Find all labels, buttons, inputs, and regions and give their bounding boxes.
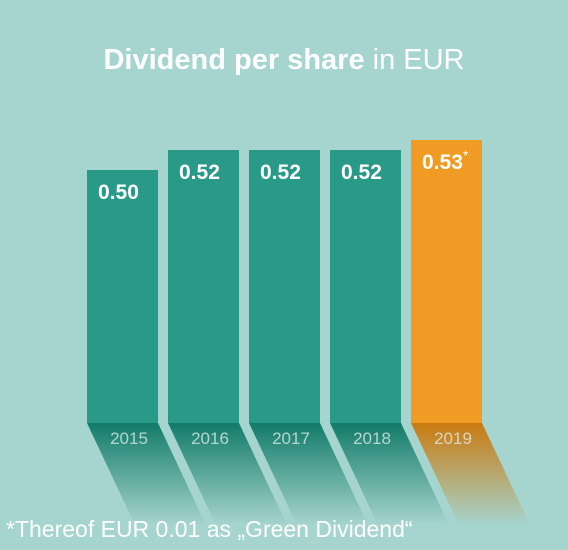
- year-label-2017: 2017: [272, 429, 310, 448]
- bar-2015: [87, 170, 158, 423]
- bar-shadow-2019: [411, 423, 530, 525]
- value-label-2015: 0.50: [98, 181, 139, 204]
- bar-shadow-2015: [87, 423, 206, 525]
- year-label-2016: 2016: [191, 429, 229, 448]
- value-label-2017: 0.52: [260, 161, 301, 184]
- value-label-2018: 0.52: [341, 161, 382, 184]
- year-label-2019: 2019: [434, 429, 472, 448]
- chart-title: Dividend per share in EUR: [0, 44, 568, 77]
- year-label-2015: 2015: [110, 429, 148, 448]
- bar-2016: [168, 150, 239, 423]
- footnote: *Thereof EUR 0.01 as „Green Dividend“: [6, 516, 413, 542]
- bar-shadow-2018: [330, 423, 449, 525]
- value-labels: 0.50 0.52 0.52 0.52 0.53*: [98, 147, 469, 204]
- year-label-2018: 2018: [353, 429, 391, 448]
- bar-shadow-2017: [249, 423, 368, 525]
- chart-title-bold: Dividend per share: [103, 44, 365, 76]
- value-label-2019: 0.53*: [422, 147, 469, 174]
- year-labels: 2015 2016 2017 2018 2019: [110, 429, 472, 448]
- value-label-2016: 0.52: [179, 161, 220, 184]
- bars: [87, 140, 482, 423]
- bar-2018: [330, 150, 401, 423]
- bar-2017: [249, 150, 320, 423]
- chart-title-unit: in EUR: [364, 44, 465, 76]
- bar-shadows: [87, 423, 530, 525]
- bar-shadow-2016: [168, 423, 287, 525]
- bar-2019: [411, 140, 482, 423]
